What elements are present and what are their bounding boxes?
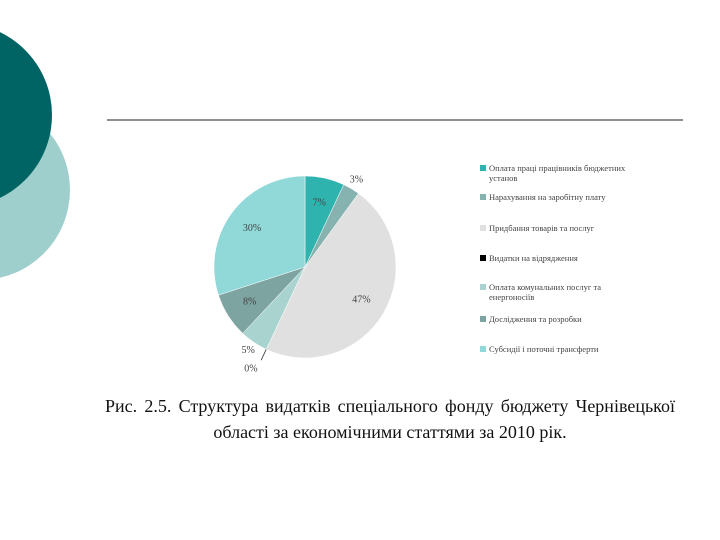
legend-item: Видатки на відрядження (480, 253, 640, 263)
leader-line (260, 349, 267, 361)
data-label: 5% (242, 345, 255, 356)
legend-swatch (480, 284, 486, 290)
data-label: 7% (313, 197, 326, 208)
legend-swatch (480, 165, 486, 171)
data-label: 8% (243, 296, 256, 307)
data-label: 0% (244, 364, 257, 375)
pie-slice (265, 193, 397, 359)
data-label: 47% (352, 295, 370, 306)
pie-slice (213, 175, 306, 296)
legend-item: Придбання товарів та послуг (480, 223, 640, 233)
legend-item: Дослідження та розробки (480, 314, 640, 324)
legend-swatch (480, 316, 486, 322)
legend-item: Нарахування на заробітну плату (480, 192, 640, 202)
legend-item: Оплата комунальних послуг та енергоносії… (480, 282, 640, 302)
legend-label: Субсидії і поточні трансферти (489, 344, 599, 354)
legend-swatch (480, 346, 486, 352)
pie: 7% 3% 47% 0% 5% 8% 30% (213, 174, 397, 375)
legend-label: Нарахування на заробітну плату (489, 192, 606, 202)
legend-label: Видатки на відрядження (489, 253, 578, 263)
legend-item: Субсидії і поточні трансферти (480, 344, 640, 354)
legend-swatch (480, 255, 486, 261)
legend-swatch (480, 194, 486, 200)
decor-circle (0, 32, 52, 198)
data-label: 30% (243, 223, 261, 234)
legend-label: Придбання товарів та послуг (489, 223, 595, 233)
caption: Рис. 2.5. Структура видатків спеціальног… (105, 396, 675, 442)
legend-swatch (480, 225, 486, 231)
data-label: 3% (350, 174, 363, 185)
legend-label: Оплата комунальних послуг та енергоносії… (489, 282, 602, 302)
legend-label: Оплата праці працівників бюджетних устан… (489, 163, 626, 183)
legend-label: Дослідження та розробки (489, 314, 582, 324)
legend-item: Оплата праці працівників бюджетних устан… (480, 163, 640, 183)
